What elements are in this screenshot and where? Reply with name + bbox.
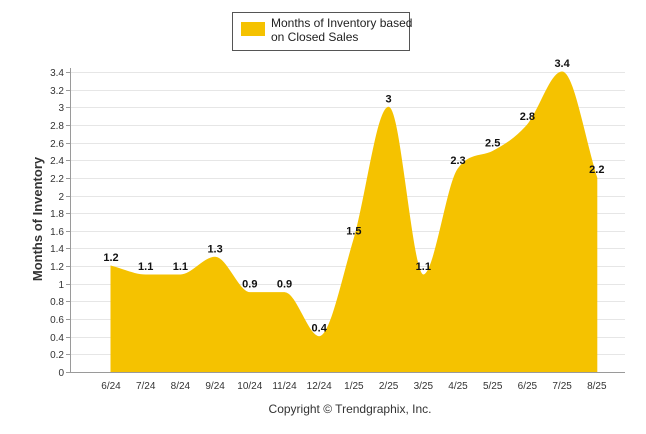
data-label-11: 2.5 [485, 137, 500, 149]
x-tick-label-8-25: 8/25 [587, 381, 607, 392]
data-label-6: 0.4 [312, 323, 328, 335]
y-tick-label-3: 0.6 [50, 315, 64, 326]
legend[interactable]: Months of Inventory based on Closed Sale… [232, 12, 413, 51]
y-tick-label-10: 2 [58, 192, 64, 203]
y-tick-label-17: 3.4 [50, 68, 64, 79]
y-tick-label-5: 1 [58, 280, 64, 291]
x-tick-label-10-24: 10/24 [237, 381, 262, 392]
y-tick-labels: 0 0.2 0.4 0.6 0.8 1 1.2 1.4 1.6 1.8 2 2.2 2.4 2.6 2.8 3… [50, 68, 64, 379]
data-label-13: 3.4 [554, 58, 570, 70]
y-tick-label-16: 3.2 [50, 86, 64, 97]
y-tick-label-0: 0 [58, 368, 64, 379]
data-label-8: 3 [386, 93, 392, 105]
x-tick-label-3-25: 3/25 [414, 381, 434, 392]
x-tick-label-11-24: 11/24 [272, 381, 297, 392]
data-label-7: 1.5 [346, 226, 361, 238]
y-tick-label-8: 1.6 [50, 227, 64, 238]
data-label-2: 1.1 [173, 261, 188, 273]
x-tick-label-5-25: 5/25 [483, 381, 503, 392]
x-tick-label-4-25: 4/25 [448, 381, 468, 392]
data-labels: 1.2 1.1 1.1 1.3 0.9 0.9 0.4 1.5 3 1.1 2.3 2.5 2.8 3.4… [103, 58, 604, 335]
axes [66, 68, 625, 373]
x-tick-label-2-25: 2/25 [379, 381, 399, 392]
y-tick-label-13: 2.6 [50, 139, 64, 150]
data-label-12: 2.8 [520, 111, 535, 123]
x-tick-label-6-25: 6/25 [518, 381, 538, 392]
y-tick-label-12: 2.4 [50, 156, 64, 167]
legend-line-1: Months of Inventory based [271, 16, 412, 30]
x-tick-label-7-24: 7/24 [136, 381, 156, 392]
legend-swatch [241, 22, 265, 36]
data-label-10: 2.3 [450, 155, 465, 167]
y-tick-label-4: 0.8 [50, 297, 64, 308]
data-label-9: 1.1 [416, 261, 431, 273]
data-label-14: 2.2 [589, 164, 604, 176]
y-tick-label-11: 2.2 [50, 174, 64, 185]
x-tick-label-7-25: 7/25 [552, 381, 572, 392]
y-tick-label-9: 1.8 [50, 209, 64, 220]
data-label-5: 0.9 [277, 279, 292, 291]
y-tick-label-2: 0.4 [50, 333, 64, 344]
footer-copyright: Copyright © Trendgraphix, Inc. [269, 402, 432, 416]
y-tick-label-15: 3 [58, 103, 64, 114]
y-tick-label-1: 0.2 [50, 350, 64, 361]
data-label-0: 1.2 [103, 252, 118, 264]
y-tick-label-14: 2.8 [50, 121, 64, 132]
series-area [110, 71, 598, 373]
x-tick-label-12-24: 12/24 [307, 381, 332, 392]
area-fill [110, 71, 598, 373]
data-label-1: 1.1 [138, 261, 153, 273]
y-tick-label-6: 1.2 [50, 262, 64, 273]
y-axis-title: Months of Inventory [30, 156, 45, 281]
x-tick-label-6-24: 6/24 [101, 381, 121, 392]
x-tick-labels: 6/24 7/24 8/24 9/24 10/24 11/24 12/24 1/25 2/25 3… [101, 381, 607, 392]
data-label-3: 1.3 [207, 243, 222, 255]
x-tick-label-8-24: 8/24 [171, 381, 191, 392]
legend-line-2: on Closed Sales [271, 30, 358, 44]
x-tick-label-1-25: 1/25 [344, 381, 364, 392]
x-tick-label-9-24: 9/24 [205, 381, 225, 392]
data-label-4: 0.9 [242, 279, 257, 291]
y-tick-label-7: 1.4 [50, 244, 64, 255]
